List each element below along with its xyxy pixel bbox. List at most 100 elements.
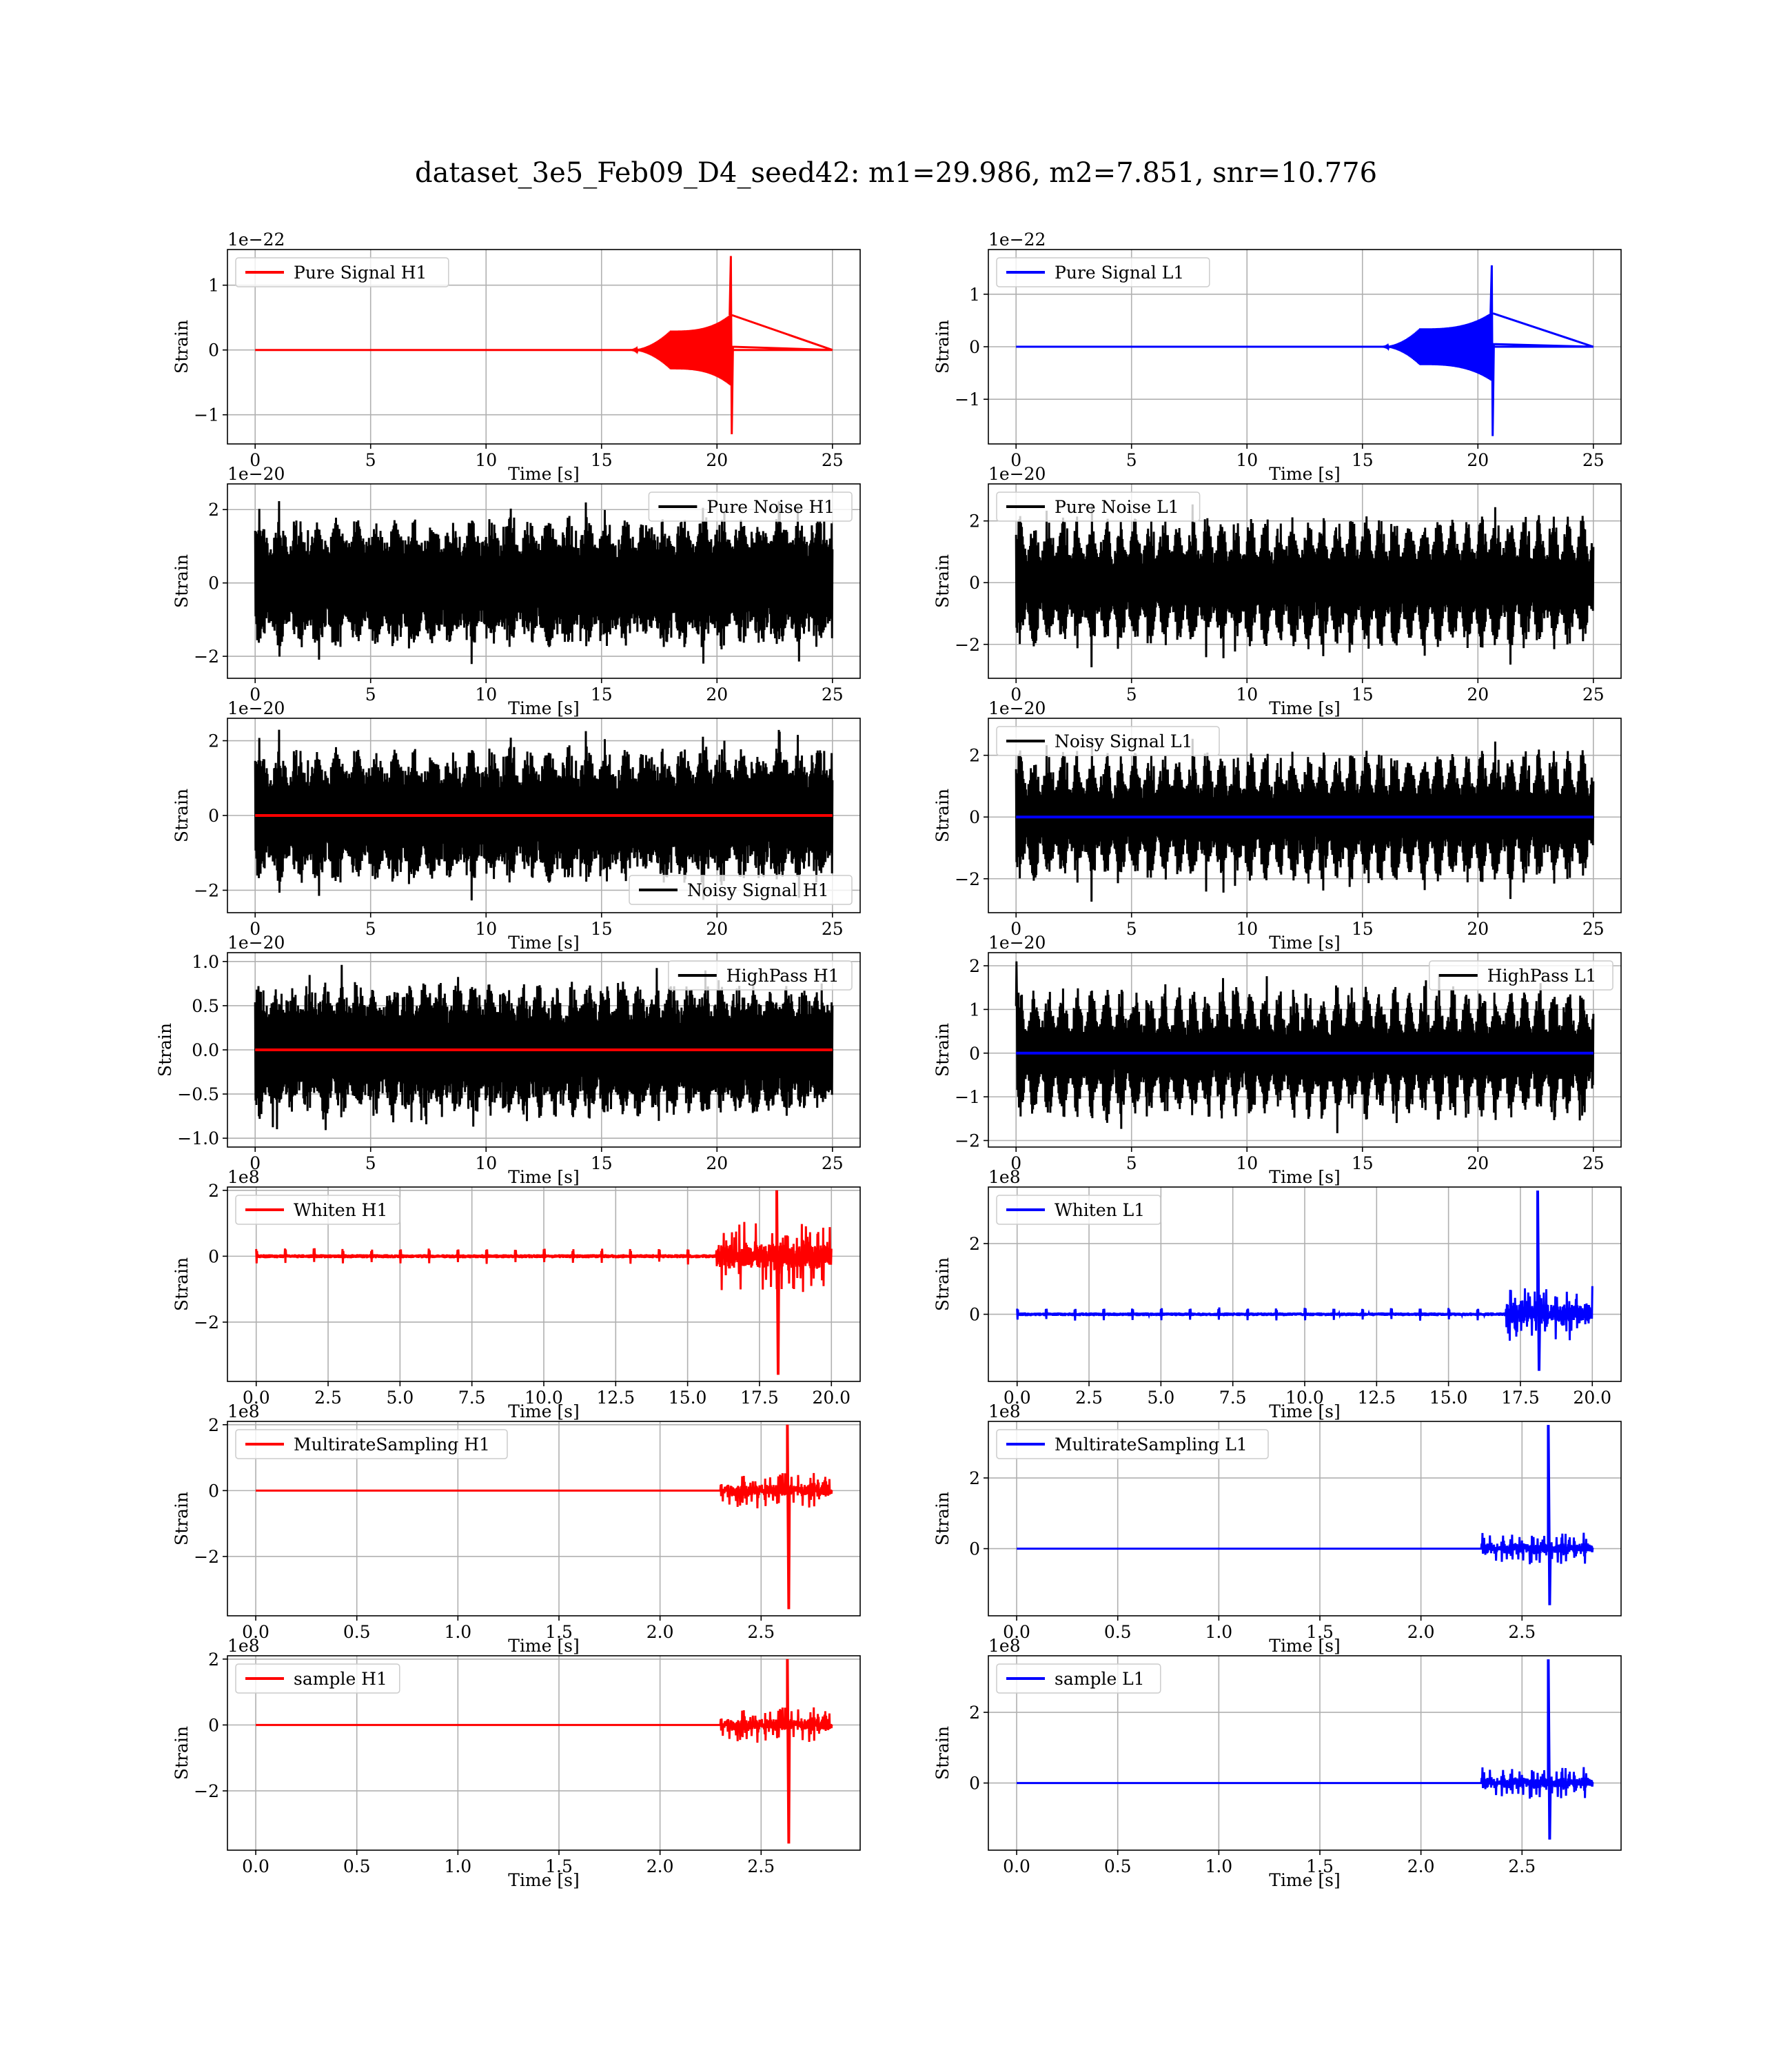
x-tick-label: 15 bbox=[1352, 1153, 1374, 1173]
sample-l1-legend: sample L1 bbox=[996, 1663, 1161, 1694]
highpass-l1-xlabel: Time [s] bbox=[1269, 1167, 1340, 1187]
x-tick-label: 25 bbox=[822, 685, 844, 704]
sample-h1-peak bbox=[786, 1659, 791, 1844]
x-tick-label: 2.5 bbox=[1508, 1856, 1536, 1876]
x-tick-label: 0.0 bbox=[242, 1622, 269, 1642]
legend-box bbox=[1429, 960, 1613, 991]
highpass-l1-frame bbox=[988, 952, 1622, 1148]
x-tick-label: 10 bbox=[475, 1153, 497, 1173]
y-tick-label: 1 bbox=[969, 1000, 980, 1020]
x-tick-label: 25 bbox=[1582, 919, 1605, 939]
x-tick-label: 2.5 bbox=[747, 1856, 775, 1876]
pure-signal-l1-xlabel: Time [s] bbox=[1269, 464, 1340, 484]
whiten-l1-legend: Whiten L1 bbox=[996, 1195, 1161, 1225]
legend-label: sample H1 bbox=[294, 1669, 387, 1689]
noisy-signal-l1-series-group bbox=[1015, 738, 1595, 902]
x-tick-label: 15.0 bbox=[1429, 1388, 1468, 1408]
x-tick-label: 20 bbox=[706, 450, 728, 470]
y-tick-label: 2 bbox=[208, 500, 219, 520]
x-tick-label: 15 bbox=[591, 450, 613, 470]
legend-label: Pure Noise L1 bbox=[1055, 497, 1179, 517]
multirate-l1-xlabel: Time [s] bbox=[1269, 1636, 1340, 1656]
x-tick-label: 20 bbox=[1467, 685, 1489, 704]
legend-box bbox=[235, 1663, 400, 1694]
x-tick-label: 25 bbox=[822, 1153, 844, 1173]
legend-label: MultirateSampling H1 bbox=[294, 1435, 490, 1454]
legend-label: Pure Noise H1 bbox=[706, 497, 835, 517]
noisy-signal-h1-series-group bbox=[254, 729, 834, 901]
y-tick-label: 2 bbox=[208, 1415, 219, 1435]
y-tick-label: 0.5 bbox=[192, 996, 219, 1016]
x-tick-label: 0.5 bbox=[343, 1622, 371, 1642]
x-tick-label: 17.5 bbox=[740, 1388, 779, 1408]
x-tick-label: 20 bbox=[706, 685, 728, 704]
x-tick-label: 15 bbox=[1352, 919, 1374, 939]
y-tick-label: 0 bbox=[969, 337, 980, 357]
pure-noise-h1-xlabel: Time [s] bbox=[508, 698, 579, 718]
sample-l1-panel: 0.0 0.5 1.0 1.5 2.0 2.5 0 2 1e8 Time [s] Strain sam… bbox=[933, 1636, 1622, 1890]
multirate-l1-legend: MultirateSampling L1 bbox=[996, 1429, 1269, 1459]
noisy-signal-l1-legend: Noisy Signal L1 bbox=[996, 726, 1220, 756]
x-tick-label: 1.0 bbox=[444, 1622, 471, 1642]
pure-noise-h1-legend: Pure Noise H1 bbox=[648, 491, 853, 522]
y-tick-label: −1 bbox=[955, 389, 980, 409]
highpass-h1-series-0 bbox=[254, 964, 834, 1131]
y-tick-label: 0 bbox=[969, 807, 980, 827]
x-tick-label: 10 bbox=[1236, 919, 1258, 939]
sample-h1-legend: sample H1 bbox=[235, 1663, 400, 1694]
whiten-l1-panel: 0.0 2.5 5.0 7.5 10.0 12.5 15.0 17.5 20.0 0 2 1e8 Tim… bbox=[933, 1167, 1622, 1421]
pure-signal-h1-panel: 0 5 10 15 20 25 −1 0 1 1e−22 Time [s] Strain Pure Si… bbox=[172, 230, 861, 484]
legend-box bbox=[996, 726, 1220, 756]
sample-h1-xlabel: Time [s] bbox=[508, 1870, 579, 1890]
legend-box bbox=[668, 960, 853, 991]
y-tick-label: 0 bbox=[969, 1044, 980, 1064]
highpass-l1-panel: 0 5 10 15 20 25 −2 −1 0 1 2 1e−20 Time [s] Strain High… bbox=[933, 933, 1622, 1187]
y-tick-label: 0 bbox=[969, 1539, 980, 1559]
pure-signal-h1-series-0 bbox=[255, 256, 833, 434]
sample-h1-series-0 bbox=[256, 1707, 833, 1743]
highpass-h1-legend: HighPass H1 bbox=[668, 960, 853, 991]
highpass-l1-legend: HighPass L1 bbox=[1429, 960, 1613, 991]
x-tick-label: 0 bbox=[250, 450, 261, 470]
x-tick-label: 0 bbox=[250, 1153, 261, 1173]
pure-noise-h1-series-group bbox=[254, 500, 834, 665]
pure-noise-l1-legend: Pure Noise L1 bbox=[996, 491, 1201, 522]
pure-noise-h1-exponent: 1e−20 bbox=[227, 464, 285, 484]
x-tick-label: 1.5 bbox=[545, 1622, 573, 1642]
multirate-h1-series-0 bbox=[256, 1472, 833, 1509]
multirate-l1-series-0 bbox=[1017, 1532, 1594, 1565]
whiten-h1-series-0 bbox=[255, 1221, 833, 1292]
pure-noise-h1-panel: 0 5 10 15 20 25 −2 0 2 1e−20 Time [s] Strain Pure No… bbox=[172, 464, 861, 718]
multirate-l1-peak bbox=[1547, 1425, 1552, 1605]
pure-signal-h1-ylabel: Strain bbox=[172, 320, 192, 374]
noisy-signal-h1-legend: Noisy Signal H1 bbox=[629, 875, 853, 905]
noisy-signal-l1-panel: 0 5 10 15 20 25 −2 0 2 1e−20 Time [s] Strain Noisy S… bbox=[933, 698, 1622, 953]
pure-noise-l1-frame bbox=[988, 483, 1622, 679]
x-tick-label: 10 bbox=[1236, 450, 1258, 470]
legend-box bbox=[235, 1195, 400, 1225]
y-tick-label: 0 bbox=[208, 1246, 219, 1266]
x-tick-label: 12.5 bbox=[596, 1388, 635, 1408]
pure-noise-l1-series-group bbox=[1015, 504, 1595, 667]
pure-noise-h1-ylabel: Strain bbox=[172, 554, 192, 608]
multirate-l1-series-group bbox=[1017, 1425, 1594, 1605]
pure-noise-l1-exponent: 1e−20 bbox=[988, 464, 1046, 484]
legend-label: sample L1 bbox=[1055, 1669, 1145, 1689]
legend-label: Whiten H1 bbox=[294, 1200, 387, 1220]
highpass-l1-ylabel: Strain bbox=[933, 1023, 953, 1077]
highpass-l1-series-group bbox=[1015, 961, 1595, 1133]
highpass-h1-series-group bbox=[254, 964, 834, 1131]
x-tick-label: 5.0 bbox=[386, 1388, 414, 1408]
multirate-h1-frame bbox=[227, 1421, 861, 1616]
x-tick-label: 20.0 bbox=[1573, 1388, 1611, 1408]
legend-label: Noisy Signal H1 bbox=[687, 880, 829, 900]
x-tick-label: 1.0 bbox=[1205, 1856, 1232, 1876]
x-tick-label: 20 bbox=[706, 1153, 728, 1173]
x-tick-label: 10 bbox=[1236, 1153, 1258, 1173]
noisy-signal-h1-panel: 0 5 10 15 20 25 −2 0 2 1e−20 Time [s] Strain Noisy S… bbox=[172, 698, 861, 953]
noisy-signal-l1-series-0 bbox=[1015, 738, 1595, 902]
x-tick-label: 1.0 bbox=[1205, 1622, 1232, 1642]
noisy-signal-l1-ylabel: Strain bbox=[933, 789, 953, 842]
